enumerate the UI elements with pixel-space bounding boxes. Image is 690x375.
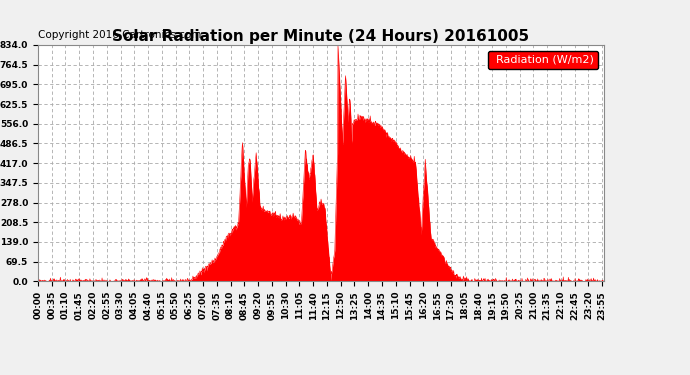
Legend: Radiation (W/m2): Radiation (W/m2) bbox=[488, 51, 598, 69]
Title: Solar Radiation per Minute (24 Hours) 20161005: Solar Radiation per Minute (24 Hours) 20… bbox=[112, 29, 529, 44]
Text: Copyright 2016 Cartronics.com: Copyright 2016 Cartronics.com bbox=[38, 30, 201, 40]
